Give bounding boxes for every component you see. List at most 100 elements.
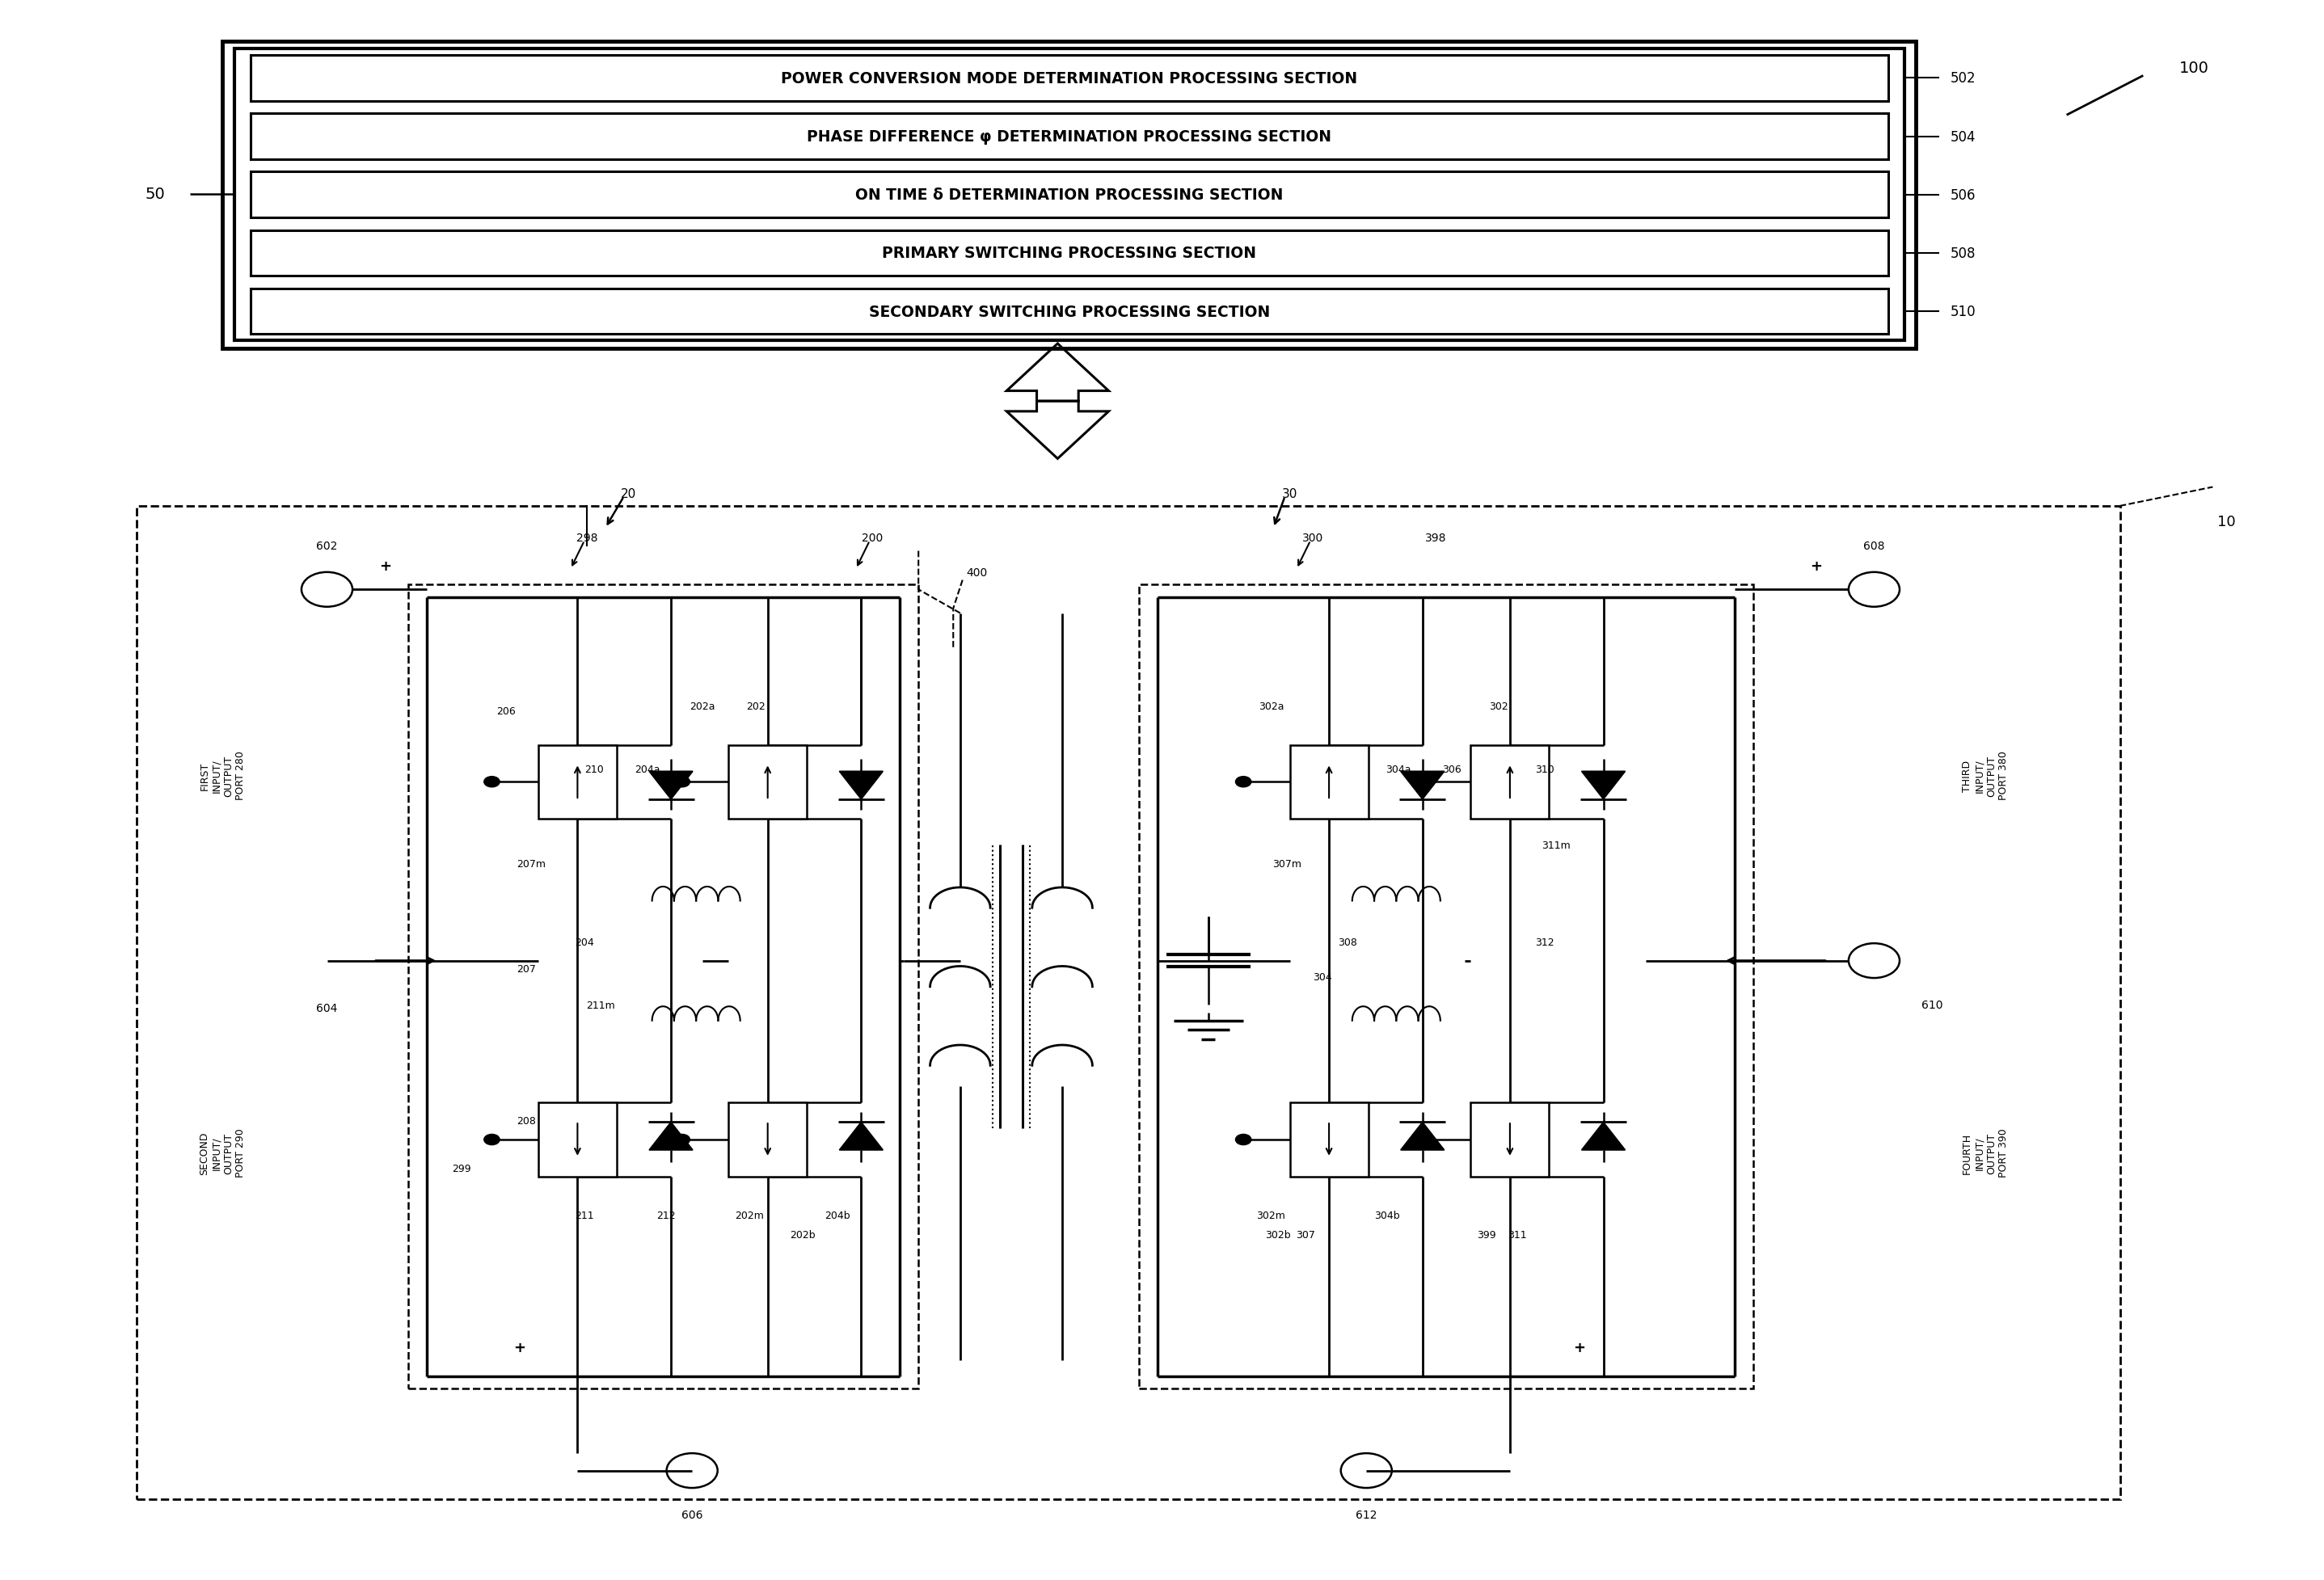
Text: POWER CONVERSION MODE DETERMINATION PROCESSING SECTION: POWER CONVERSION MODE DETERMINATION PROC… (781, 71, 1357, 87)
Text: +: + (1573, 1340, 1585, 1356)
Text: 311m: 311m (1541, 841, 1571, 850)
Text: 204b: 204b (825, 1210, 851, 1221)
Text: 399: 399 (1478, 1229, 1497, 1240)
Text: +: + (379, 559, 390, 574)
Bar (727, 1103, 806, 1177)
Circle shape (1415, 777, 1432, 787)
Text: 298: 298 (576, 532, 597, 544)
Polygon shape (1401, 771, 1443, 799)
Text: 606: 606 (681, 1509, 702, 1520)
Text: 202a: 202a (690, 702, 716, 711)
Text: 200: 200 (862, 532, 883, 544)
Text: PHASE DIFFERENCE φ DETERMINATION PROCESSING SECTION: PHASE DIFFERENCE φ DETERMINATION PROCESS… (806, 130, 1332, 145)
Text: 502: 502 (1950, 71, 1975, 85)
Text: 302a: 302a (1257, 702, 1283, 711)
Text: 312: 312 (1536, 937, 1555, 948)
Text: 204a: 204a (634, 765, 660, 774)
Text: SECONDARY SWITCHING PROCESSING SECTION: SECONDARY SWITCHING PROCESSING SECTION (869, 305, 1269, 319)
Circle shape (483, 1134, 500, 1146)
Text: 302b: 302b (1264, 1229, 1290, 1240)
Bar (235, 49, 1903, 341)
Bar (409, 585, 918, 1389)
Bar (1290, 746, 1369, 818)
Text: 20: 20 (621, 488, 637, 499)
Text: 211: 211 (574, 1210, 595, 1221)
Bar (251, 172, 1887, 218)
Text: 206: 206 (497, 706, 516, 716)
Bar (1290, 1103, 1369, 1177)
Text: 510: 510 (1950, 305, 1975, 319)
Polygon shape (1401, 1122, 1443, 1150)
Polygon shape (839, 1122, 883, 1150)
Text: 610: 610 (1922, 1000, 1943, 1011)
Circle shape (674, 1134, 690, 1146)
Text: 307: 307 (1297, 1229, 1315, 1240)
Text: SECOND
INPUT/
OUTPUT
PORT 290: SECOND INPUT/ OUTPUT PORT 290 (200, 1128, 246, 1177)
Text: 212: 212 (655, 1210, 676, 1221)
Bar (251, 289, 1887, 335)
Text: 302: 302 (1490, 702, 1508, 711)
Bar (1471, 746, 1550, 818)
Text: 612: 612 (1355, 1509, 1378, 1520)
Text: ON TIME δ DETERMINATION PROCESSING SECTION: ON TIME δ DETERMINATION PROCESSING SECTI… (855, 188, 1283, 202)
Polygon shape (648, 771, 693, 799)
Text: 604: 604 (316, 1003, 337, 1014)
Text: 210: 210 (583, 765, 604, 774)
Polygon shape (1583, 1122, 1624, 1150)
Bar (251, 55, 1887, 101)
Text: 208: 208 (516, 1115, 537, 1127)
Text: 100: 100 (2180, 60, 2210, 76)
Text: 398: 398 (1425, 532, 1446, 544)
Text: THIRD
INPUT/
OUTPUT
PORT 380: THIRD INPUT/ OUTPUT PORT 380 (1961, 750, 2008, 799)
Text: +: + (514, 1340, 525, 1356)
Text: 207m: 207m (516, 860, 546, 869)
Text: 307m: 307m (1274, 860, 1301, 869)
Text: 306: 306 (1443, 765, 1462, 774)
Text: 207: 207 (516, 964, 537, 975)
Bar (1139, 585, 1755, 1389)
Text: 300: 300 (1301, 532, 1322, 544)
Text: FIRST
INPUT/
OUTPUT
PORT 280: FIRST INPUT/ OUTPUT PORT 280 (200, 750, 246, 799)
Text: 204: 204 (574, 937, 595, 948)
Text: 302m: 302m (1257, 1210, 1285, 1221)
Text: 308: 308 (1339, 937, 1357, 948)
Text: 304: 304 (1313, 972, 1332, 981)
Text: 508: 508 (1950, 246, 1975, 261)
Bar (223, 41, 1915, 349)
Text: 608: 608 (1864, 540, 1885, 551)
Text: +: + (1810, 559, 1822, 574)
Text: 304b: 304b (1373, 1210, 1399, 1221)
Circle shape (1236, 777, 1250, 787)
Text: 400: 400 (967, 567, 988, 578)
Circle shape (1236, 1134, 1250, 1146)
Text: 311: 311 (1508, 1229, 1527, 1240)
Circle shape (483, 777, 500, 787)
Bar (251, 114, 1887, 160)
Bar (137, 507, 2119, 1499)
Text: 310: 310 (1536, 765, 1555, 774)
Bar (727, 746, 806, 818)
Text: FOURTH
INPUT/
OUTPUT
PORT 390: FOURTH INPUT/ OUTPUT PORT 390 (1961, 1128, 2008, 1177)
Bar (251, 231, 1887, 276)
Polygon shape (839, 771, 883, 799)
Text: 304a: 304a (1385, 765, 1411, 774)
Text: 211m: 211m (586, 1000, 616, 1010)
Circle shape (1415, 1134, 1432, 1146)
Text: 10: 10 (2217, 515, 2236, 529)
Polygon shape (648, 1122, 693, 1150)
Text: 506: 506 (1950, 188, 1975, 202)
Polygon shape (1583, 771, 1624, 799)
Text: 602: 602 (316, 540, 337, 551)
Text: 299: 299 (451, 1163, 472, 1174)
Bar (539, 1103, 616, 1177)
Text: 202: 202 (746, 702, 765, 711)
Text: 504: 504 (1950, 130, 1975, 144)
Bar (1471, 1103, 1550, 1177)
Text: PRIMARY SWITCHING PROCESSING SECTION: PRIMARY SWITCHING PROCESSING SECTION (883, 246, 1257, 261)
Bar (539, 746, 616, 818)
Text: 202b: 202b (790, 1229, 816, 1240)
Text: 30: 30 (1283, 488, 1297, 499)
Circle shape (674, 777, 690, 787)
Text: 50: 50 (146, 186, 165, 202)
Text: 202m: 202m (734, 1210, 765, 1221)
